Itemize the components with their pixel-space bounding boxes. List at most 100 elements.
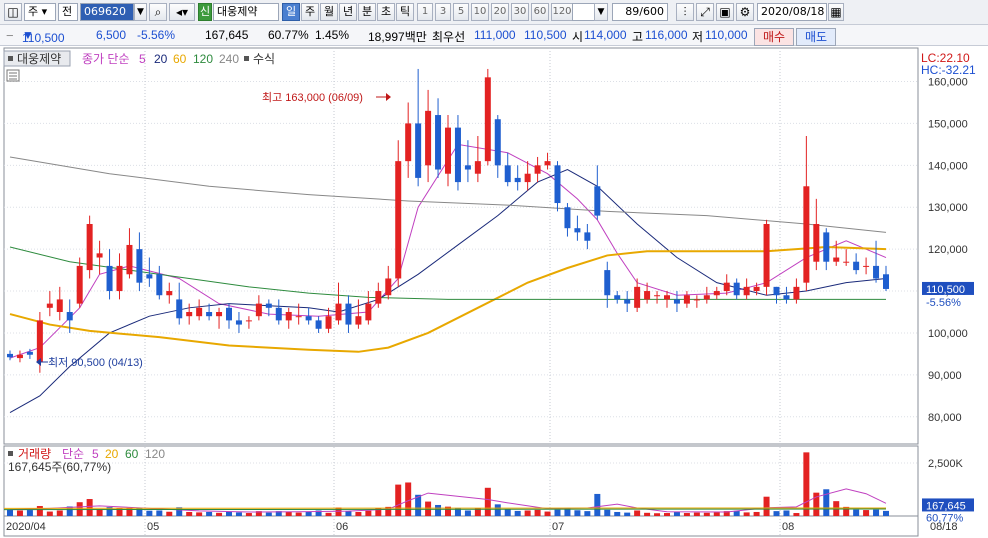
- volume-bar: [375, 508, 382, 516]
- search-icon[interactable]: ⌕: [149, 3, 167, 21]
- window-menu-icon[interactable]: ◫: [4, 3, 22, 21]
- candle-icon[interactable]: ⫶: [676, 3, 694, 21]
- volume-bar: [46, 511, 53, 516]
- sell-button[interactable]: 매도: [796, 28, 836, 46]
- period-button-7[interactable]: 틱: [396, 3, 414, 21]
- candle-body: [853, 261, 860, 271]
- interval-button-3[interactable]: 3: [435, 3, 451, 21]
- interval-button-10[interactable]: 10: [471, 3, 489, 21]
- period-button-4[interactable]: 년: [339, 3, 357, 21]
- candle-body: [833, 257, 840, 262]
- volume-bar: [733, 510, 740, 516]
- turnover-rate: 1.45%: [315, 28, 350, 42]
- candle-body: [803, 186, 810, 283]
- volume-bar: [634, 510, 641, 516]
- period-button-5[interactable]: 분: [358, 3, 376, 21]
- ma-line-240: [9, 156, 887, 233]
- save-icon[interactable]: ▣: [716, 3, 734, 21]
- draw-line-icon[interactable]: ⤢: [696, 3, 714, 21]
- volume-bar: [514, 510, 521, 516]
- volume-bar: [823, 489, 830, 516]
- volume-bar: [813, 492, 820, 516]
- candle-body: [275, 307, 282, 321]
- volume-bar: [693, 512, 700, 516]
- volume-bar: [66, 506, 73, 516]
- volume-bar: [315, 510, 322, 516]
- change-percent: -5.56%: [137, 28, 176, 42]
- volume-bar: [395, 484, 402, 516]
- interval-button-5[interactable]: 5: [453, 3, 469, 21]
- market-select[interactable]: 전: [58, 3, 78, 21]
- interval-button-30[interactable]: 30: [511, 3, 529, 21]
- volume-bar: [405, 482, 412, 516]
- candle-body: [76, 265, 83, 304]
- collapse-icon[interactable]: −: [6, 28, 14, 43]
- gear-icon[interactable]: ⚙: [736, 3, 754, 21]
- data-count[interactable]: 89/600: [612, 3, 668, 21]
- volume-bar: [753, 511, 760, 516]
- date-axis-panel: [3, 515, 919, 537]
- interval-button-1[interactable]: 1: [417, 3, 433, 21]
- candle-body: [116, 265, 123, 292]
- volume-bar: [16, 510, 23, 516]
- period-button-6[interactable]: 초: [377, 3, 395, 21]
- volume-bar: [325, 512, 332, 516]
- volume-bar: [464, 510, 471, 516]
- legend-stock-name: 대웅제약: [17, 51, 61, 66]
- chart-settings-lines: [9, 72, 17, 80]
- volume-bar: [285, 511, 292, 516]
- volume-bar: [544, 511, 551, 516]
- volume-bar: [504, 509, 511, 516]
- volume-bar: [96, 509, 103, 516]
- date-tick-label: 06: [336, 521, 348, 533]
- volume-legend-ma-5: 5: [92, 447, 99, 461]
- volume-legend-value: 167,645주(60,77%): [8, 460, 111, 474]
- candle-body: [146, 274, 153, 279]
- candle-body: [26, 351, 33, 355]
- buy-button[interactable]: 매수: [754, 28, 794, 46]
- interval-dropdown-icon[interactable]: ▼: [594, 3, 608, 21]
- candle-body: [783, 295, 790, 300]
- volume-bar: [494, 504, 501, 516]
- period-button-1[interactable]: 일: [282, 3, 300, 21]
- legend-ma-5: 5: [139, 52, 146, 66]
- stock-chart[interactable]: 80,00090,000100,000110,000120,000130,000…: [0, 46, 988, 538]
- candle-body: [126, 244, 133, 275]
- interval-button-60[interactable]: 60: [531, 3, 549, 21]
- candle-body: [206, 312, 213, 317]
- candle-body: [544, 161, 551, 166]
- volume-bar: [594, 493, 601, 516]
- candle-body: [196, 307, 203, 317]
- candle-body: [823, 232, 830, 262]
- last-volume-text: 167,645: [926, 500, 966, 512]
- date-input[interactable]: 2020/08/18: [757, 3, 827, 21]
- date-tick-label: 2020/04: [6, 521, 46, 533]
- chart-type-select[interactable]: 주 ▾: [24, 3, 56, 21]
- candle-body: [693, 299, 700, 301]
- interval-button-120[interactable]: 120: [551, 3, 573, 21]
- candle-body: [743, 286, 750, 296]
- code-dropdown-icon[interactable]: ▼: [134, 3, 147, 21]
- interval-button-20[interactable]: 20: [491, 3, 509, 21]
- candle-body: [504, 165, 511, 183]
- legend-ma-20: 20: [154, 52, 168, 66]
- volume-bar: [26, 510, 33, 516]
- calendar-icon[interactable]: ▦: [828, 3, 844, 21]
- min-price-label: 최저 90,500 (04/13): [48, 356, 143, 369]
- period-button-3[interactable]: 월: [320, 3, 338, 21]
- candle-body: [96, 253, 103, 258]
- volume-bar: [435, 504, 442, 516]
- period-button-2[interactable]: 주: [301, 3, 319, 21]
- last-volume-badge: [922, 498, 974, 512]
- high-label: 고: [632, 30, 644, 44]
- candle-body: [604, 270, 611, 296]
- speaker-icon[interactable]: ◂▾: [169, 3, 195, 21]
- legend-formula: 수식: [253, 52, 275, 66]
- candle-body: [733, 282, 740, 296]
- candle-body: [295, 316, 302, 318]
- candle-body: [703, 295, 710, 300]
- stock-code-input[interactable]: 069620: [80, 3, 134, 21]
- candle-body: [166, 291, 173, 296]
- candle-body: [7, 353, 13, 358]
- price-tick-label: 80,000: [928, 412, 962, 424]
